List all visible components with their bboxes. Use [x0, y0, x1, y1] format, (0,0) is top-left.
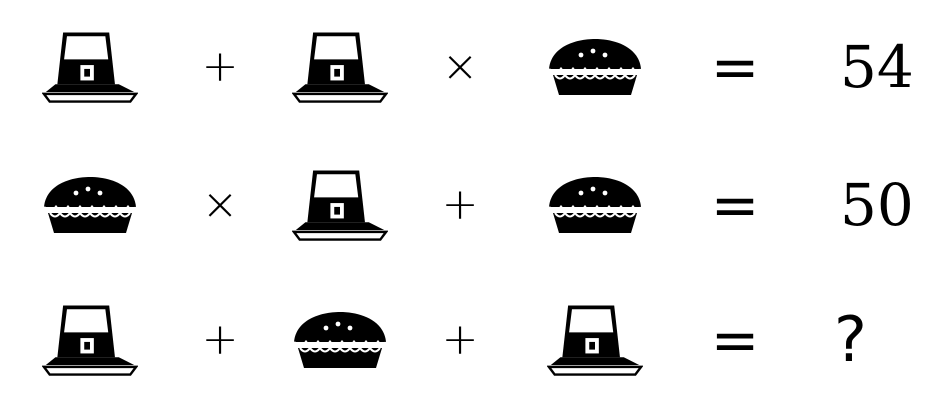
pie-icon: [40, 150, 140, 260]
pilgrim-hat-icon: [290, 12, 390, 122]
plus-operator: +: [441, 179, 479, 230]
equation-row-2: × + = 50: [0, 150, 949, 270]
equals-sign: =: [710, 33, 760, 101]
pilgrim-hat-icon: [290, 150, 390, 260]
pilgrim-hat-icon: [40, 12, 140, 122]
plus-operator: +: [201, 41, 239, 92]
times-operator: ×: [441, 41, 479, 92]
plus-operator: +: [441, 314, 479, 365]
equals-sign: =: [710, 306, 760, 374]
equation-row-3: + + = ?: [0, 285, 949, 405]
equals-sign: =: [710, 171, 760, 239]
times-operator: ×: [201, 179, 239, 230]
equation-row-1: + × = 54: [0, 12, 949, 132]
result-value: 54: [840, 33, 914, 101]
pilgrim-hat-icon: [540, 285, 650, 395]
plus-operator: +: [201, 314, 239, 365]
unknown-result: ?: [834, 303, 867, 376]
pie-icon: [540, 150, 650, 260]
pie-icon: [540, 12, 650, 122]
result-value: 50: [840, 171, 914, 239]
pilgrim-hat-icon: [40, 285, 140, 395]
pie-icon: [290, 285, 390, 395]
